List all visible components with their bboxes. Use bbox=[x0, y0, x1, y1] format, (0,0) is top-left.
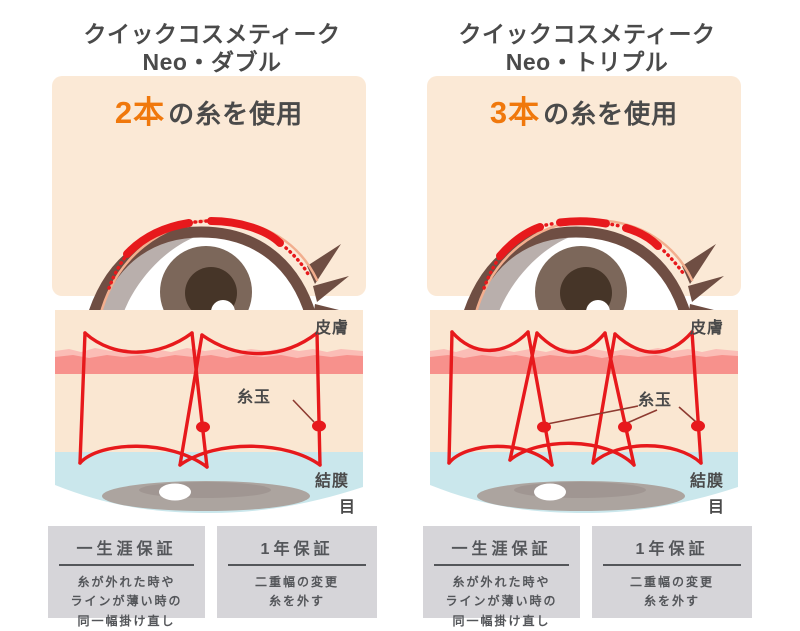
threads-triple bbox=[447, 330, 703, 467]
thread-count-number: 2本 bbox=[114, 95, 166, 130]
warranty-body: 糸が外れた時や ラインが薄い時の 同一幅掛け直し bbox=[70, 575, 183, 628]
column-neo-triple: クイックコスメティーク Neo・トリプル 3本 の糸を使用 bbox=[422, 0, 752, 628]
warranty-body: 糸が外れた時や ラインが薄い時の 同一幅掛け直し bbox=[445, 575, 558, 628]
title-line1: クイックコスメティーク bbox=[83, 21, 341, 48]
warranty-body: 二重幅の変更 糸を外す bbox=[254, 575, 339, 609]
thread-knots bbox=[196, 420, 326, 433]
thread-knots bbox=[537, 420, 705, 433]
column-title-triple: クイックコスメティーク Neo・トリプル bbox=[422, 21, 752, 76]
warranty-title: 一生涯保証 bbox=[434, 535, 569, 566]
label-conjunctiva: 結膜 bbox=[690, 473, 725, 490]
label-skin: 皮膚 bbox=[315, 320, 350, 337]
thread-count-number: 3本 bbox=[489, 95, 541, 130]
warranty-one-year: 1年保証 二重幅の変更 糸を外す bbox=[592, 526, 752, 618]
thread-crease-triple bbox=[473, 217, 694, 318]
warranty-one-year: 1年保証 二重幅の変更 糸を外す bbox=[217, 526, 377, 618]
warranty-title: 1年保証 bbox=[228, 535, 366, 566]
warranty-body: 二重幅の変更 糸を外す bbox=[629, 575, 714, 609]
thread-count-text: 3本 の糸を使用 bbox=[427, 87, 741, 132]
label-eye: 目 bbox=[708, 499, 726, 516]
skin-layer-pink bbox=[430, 355, 738, 374]
thread-count-suffix: の糸を使用 bbox=[168, 99, 304, 129]
knot-callout-line bbox=[292, 399, 315, 423]
label-conjunctiva: 結膜 bbox=[315, 473, 350, 490]
label-skin: 皮膚 bbox=[690, 320, 725, 337]
column-title-double: クイックコスメティーク Neo・ダブル bbox=[47, 21, 377, 76]
warranty-title: 一生涯保証 bbox=[59, 535, 194, 566]
label-knot: 糸玉 bbox=[638, 392, 673, 409]
label-eye: 目 bbox=[339, 499, 357, 516]
warranty-lifetime: 一生涯保証 糸が外れた時や ラインが薄い時の 同一幅掛け直し bbox=[423, 526, 580, 628]
title-line2: Neo・トリプル bbox=[505, 48, 669, 75]
column-neo-double: クイックコスメティーク Neo・ダブル 2本 の糸を使用 bbox=[47, 0, 377, 628]
thread-count-panel: 2本 の糸を使用 bbox=[52, 76, 366, 356]
skin-layer-pink bbox=[55, 355, 363, 374]
threads-double bbox=[78, 331, 322, 469]
title-line2: Neo・ダブル bbox=[142, 48, 282, 75]
thread-count-suffix: の糸を使用 bbox=[543, 99, 679, 129]
warranty-lifetime: 一生涯保証 糸が外れた時や ラインが薄い時の 同一幅掛け直し bbox=[48, 526, 205, 628]
knot-callout-lines bbox=[546, 405, 697, 425]
warranty-title: 1年保証 bbox=[603, 535, 741, 566]
thread-count-panel: 3本 の糸を使用 bbox=[427, 76, 741, 356]
label-knot: 糸玉 bbox=[237, 389, 272, 406]
cross-section-diagram-double bbox=[55, 310, 363, 516]
thread-count-text: 2本 の糸を使用 bbox=[52, 87, 366, 132]
cross-section-diagram-triple bbox=[430, 310, 738, 516]
title-line1: クイックコスメティーク bbox=[458, 21, 716, 48]
thread-crease-double bbox=[98, 217, 319, 318]
